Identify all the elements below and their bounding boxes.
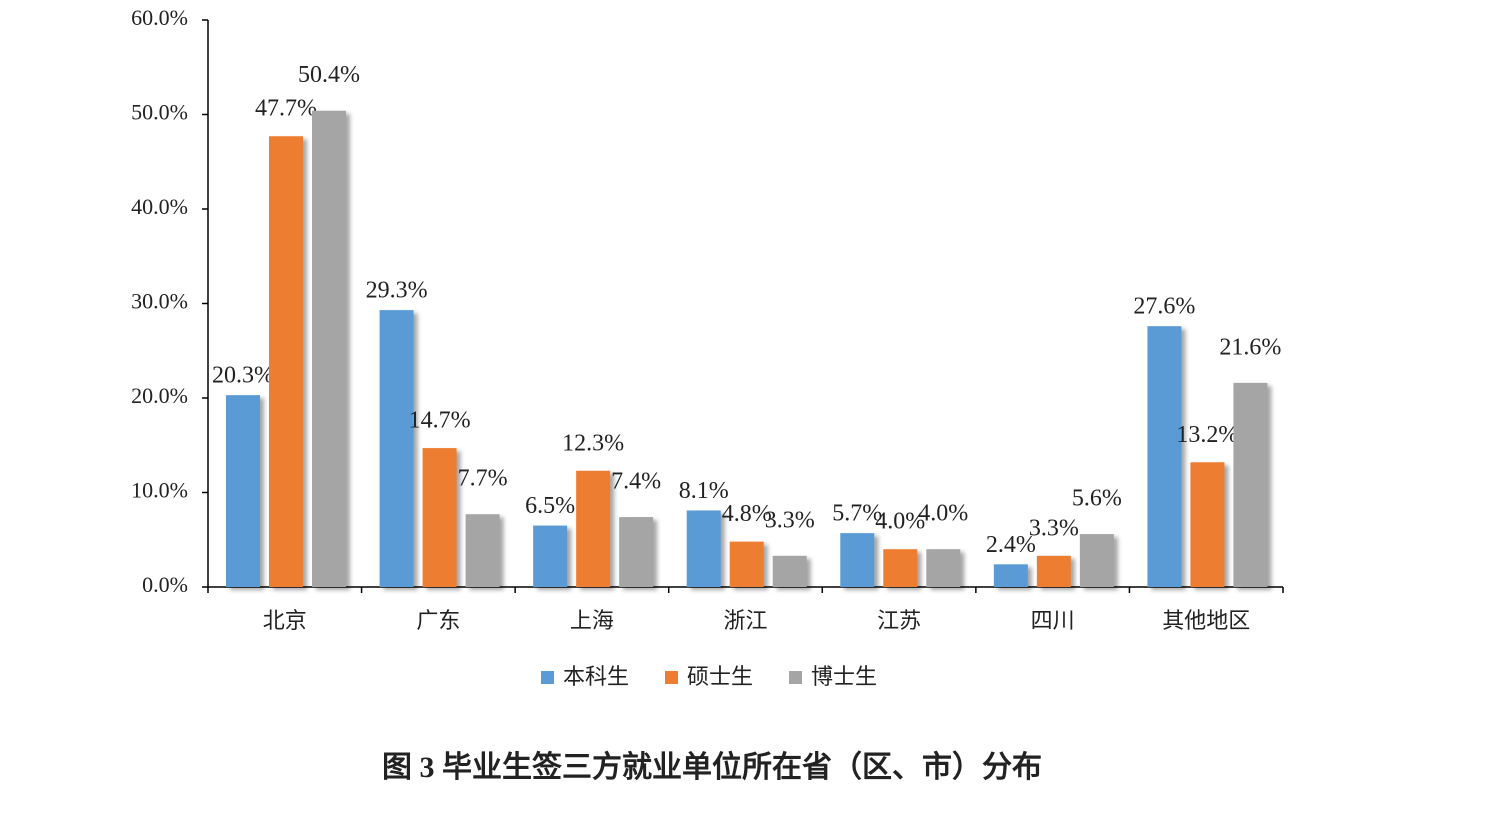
y-tick-label: 0.0% (142, 572, 188, 597)
bar (883, 549, 918, 587)
data-label: 3.3% (1029, 515, 1079, 541)
data-label: 29.3% (366, 278, 428, 304)
data-label: 21.6% (1219, 334, 1281, 360)
bar (993, 564, 1028, 587)
bar (1147, 326, 1182, 587)
x-tick-label: 浙江 (723, 608, 767, 633)
bar (729, 541, 764, 587)
bar (533, 525, 568, 587)
data-label: 47.7% (255, 96, 317, 122)
bar (772, 555, 807, 587)
data-label: 4.0% (918, 501, 968, 527)
data-label: 8.1% (679, 478, 729, 504)
data-label: 13.2% (1176, 422, 1238, 448)
y-tick-label: 20.0% (131, 383, 188, 408)
bar (312, 110, 346, 587)
data-label: 20.3% (212, 363, 274, 389)
y-tick-label: 40.0% (131, 194, 188, 219)
data-label: 7.4% (611, 469, 661, 495)
y-tick-label: 60.0% (131, 5, 188, 30)
y-tick-label: 50.0% (131, 100, 188, 125)
legend-label: 硕士生 (687, 664, 753, 689)
legend-swatch (541, 671, 554, 684)
bar (1036, 555, 1071, 587)
bar (465, 514, 500, 587)
chart-title: 图 3 毕业生签三方就业单位所在省（区、市）分布 (382, 750, 1042, 784)
bar (379, 310, 414, 587)
data-label: 2.4% (986, 532, 1036, 558)
x-tick-label: 江苏 (877, 608, 921, 633)
bar (576, 470, 611, 587)
bar (619, 517, 654, 587)
bar (422, 448, 457, 587)
data-label: 50.4% (298, 62, 360, 88)
y-tick-label: 10.0% (131, 478, 188, 503)
bar (926, 549, 961, 587)
bar (269, 136, 303, 588)
legend-label: 博士生 (811, 664, 877, 689)
data-label: 5.7% (832, 501, 882, 527)
data-label: 14.7% (409, 408, 471, 434)
x-tick-label: 上海 (570, 608, 614, 633)
bar (1233, 382, 1268, 587)
x-tick-label: 其他地区 (1162, 608, 1250, 633)
data-label: 4.8% (722, 501, 772, 527)
bar (686, 510, 721, 587)
data-label: 7.7% (458, 466, 508, 492)
bar (1190, 462, 1225, 587)
x-tick-label: 北京 (263, 608, 307, 633)
data-label: 6.5% (525, 493, 575, 519)
legend-label: 本科生 (563, 664, 629, 689)
data-label: 5.6% (1072, 486, 1122, 512)
data-label: 4.0% (875, 509, 925, 535)
data-label: 12.3% (562, 430, 624, 456)
data-label: 27.6% (1133, 294, 1195, 320)
data-label: 3.3% (765, 507, 815, 533)
x-tick-label: 四川 (1031, 608, 1075, 633)
legend-swatch (789, 671, 802, 684)
bar (1079, 534, 1114, 587)
bar (226, 395, 260, 587)
x-tick-label: 广东 (416, 608, 460, 633)
y-tick-label: 30.0% (131, 289, 188, 314)
bar (840, 533, 875, 587)
legend-swatch (665, 671, 678, 684)
